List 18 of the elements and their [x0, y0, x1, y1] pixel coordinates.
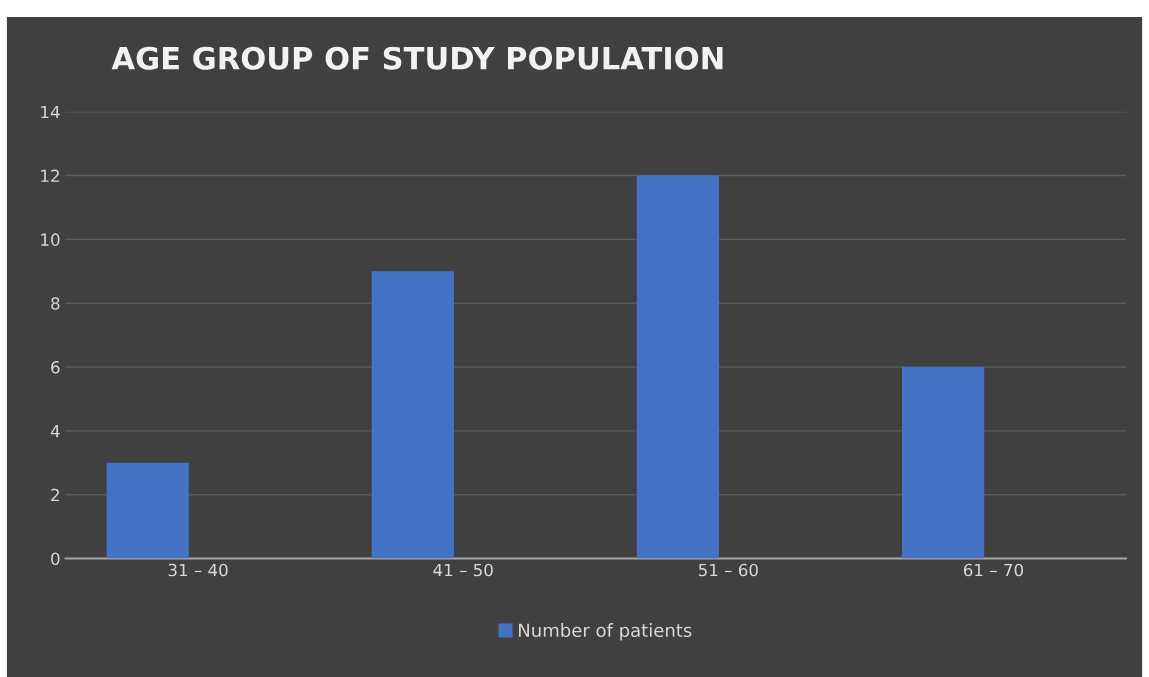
x-tick-label: 61 – 70 — [963, 563, 1024, 577]
y-tick-label: 14 — [41, 105, 60, 119]
y-tick-label: 12 — [41, 169, 59, 182]
x-tick-label: 31 – 40 — [168, 563, 228, 577]
chart-title: AGE GROUP OF STUDY POPULATION — [111, 46, 723, 70]
bar — [636, 175, 720, 559]
legend-label: Number of patients — [519, 623, 692, 641]
y-tick-label: 4 — [50, 425, 60, 438]
y-tick-label: 6 — [51, 360, 60, 374]
x-tick-label: 41 – 50 — [433, 563, 493, 577]
bar — [371, 271, 454, 559]
y-tick-label: 0 — [51, 552, 60, 566]
x-tick-label: 51 – 60 — [698, 563, 758, 577]
y-tick-label: 10 — [41, 233, 60, 246]
bar — [901, 367, 985, 559]
bar — [106, 462, 189, 559]
y-tick-label: 8 — [51, 297, 60, 310]
y-tick-label: 2 — [51, 488, 59, 502]
